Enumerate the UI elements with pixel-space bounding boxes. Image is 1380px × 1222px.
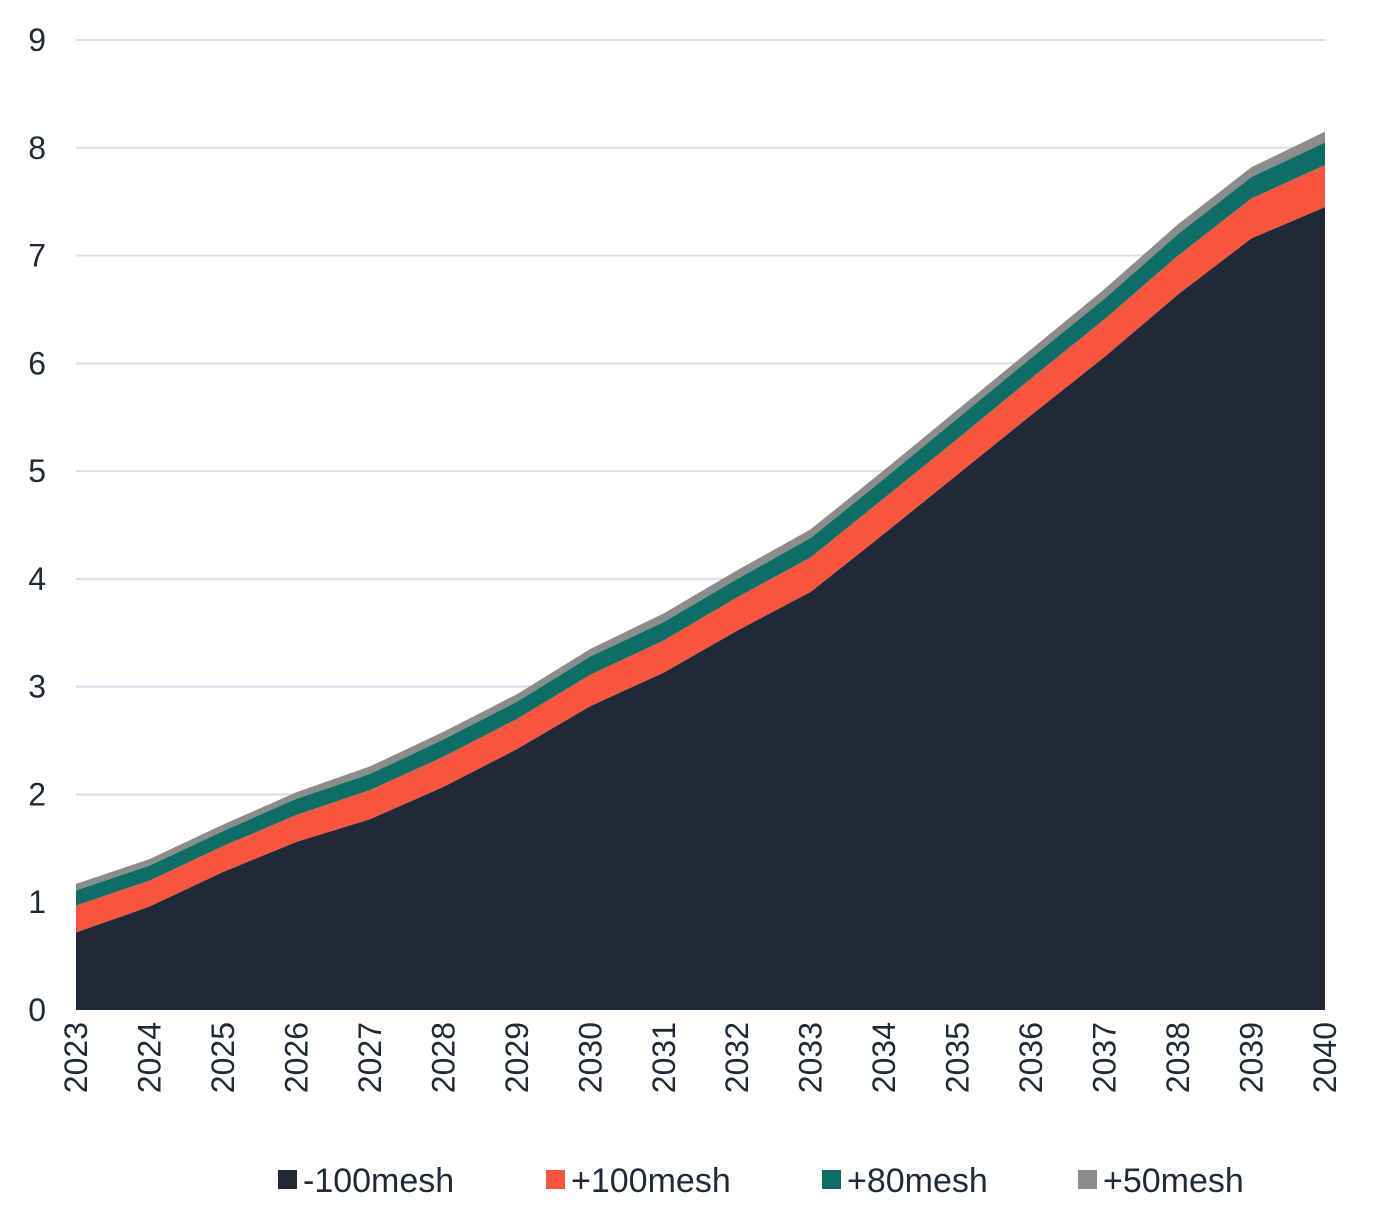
x-tick-label: 2032 <box>719 1022 755 1093</box>
y-tick-label: 1 <box>28 884 46 920</box>
x-tick-label: 2034 <box>866 1022 902 1093</box>
y-tick-label: 6 <box>28 345 46 381</box>
x-tick-label: 2023 <box>58 1022 94 1093</box>
x-tick-label: 2030 <box>572 1022 608 1093</box>
area-series-100mesh <box>76 165 1325 933</box>
legend-label: +50mesh <box>1103 1162 1244 1200</box>
y-tick-label: 9 <box>28 22 46 58</box>
area-series-100mesh <box>76 207 1325 1010</box>
x-tick-label: 2031 <box>646 1022 682 1093</box>
legend-swatch <box>278 1170 297 1189</box>
legend-label: +80mesh <box>847 1162 988 1200</box>
x-tick-label: 2035 <box>940 1022 976 1093</box>
x-tick-label: 2026 <box>278 1022 314 1093</box>
area-series-group <box>76 131 1325 1010</box>
y-tick-label: 5 <box>28 453 46 489</box>
x-tick-label: 2033 <box>793 1022 829 1093</box>
y-tick-label: 0 <box>28 992 46 1028</box>
legend: -100mesh +100mesh +80mesh +50mesh <box>278 1162 1244 1200</box>
y-tick-label: 2 <box>28 776 46 812</box>
x-tick-label: 2038 <box>1160 1022 1196 1093</box>
x-tick-label: 2028 <box>425 1022 461 1093</box>
y-tick-label: 4 <box>28 561 46 597</box>
legend-label: -100mesh <box>303 1162 454 1200</box>
y-tick-label: 3 <box>28 669 46 705</box>
legend-item: +100mesh <box>546 1162 731 1200</box>
x-tick-label: 2036 <box>1013 1022 1049 1093</box>
area-series-80mesh <box>76 142 1325 906</box>
x-tick-label: 2024 <box>131 1022 167 1093</box>
x-tick-label: 2029 <box>499 1022 535 1093</box>
legend-item: +80mesh <box>822 1162 988 1200</box>
legend-label: +100mesh <box>571 1162 731 1200</box>
x-tick-label: 2040 <box>1307 1022 1343 1093</box>
y-axis-ticks: 0 1 2 3 4 5 6 7 8 9 <box>28 22 46 1028</box>
legend-swatch <box>546 1170 565 1189</box>
legend-swatch <box>822 1170 841 1189</box>
y-tick-label: 7 <box>28 238 46 274</box>
x-tick-label: 2025 <box>205 1022 241 1093</box>
y-tick-label: 8 <box>28 130 46 166</box>
x-tick-label: 2037 <box>1087 1022 1123 1093</box>
area-series-50mesh <box>76 131 1325 891</box>
x-tick-label: 2027 <box>352 1022 388 1093</box>
gridlines <box>76 39 1325 904</box>
x-axis-ticks: 2023 2024 2025 2026 2027 2028 2029 2030 2031 2032… <box>58 1022 1343 1093</box>
legend-item: -100mesh <box>278 1162 454 1200</box>
x-tick-label: 2039 <box>1234 1022 1270 1093</box>
legend-swatch <box>1078 1170 1097 1189</box>
legend-item: +50mesh <box>1078 1162 1244 1200</box>
